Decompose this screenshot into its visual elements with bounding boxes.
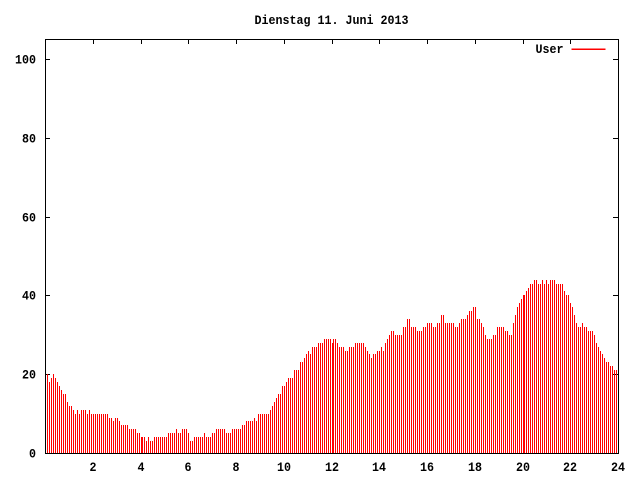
- svg-text:6: 6: [185, 460, 192, 475]
- svg-text:18: 18: [468, 460, 482, 475]
- svg-text:User: User: [536, 42, 564, 57]
- svg-text:10: 10: [277, 460, 291, 475]
- svg-text:0: 0: [29, 447, 36, 462]
- svg-text:8: 8: [233, 460, 240, 475]
- svg-text:4: 4: [138, 460, 145, 475]
- svg-text:24: 24: [611, 460, 625, 475]
- svg-text:60: 60: [22, 211, 36, 226]
- svg-text:20: 20: [22, 368, 36, 383]
- svg-text:2: 2: [90, 460, 97, 475]
- svg-text:80: 80: [22, 132, 36, 147]
- svg-text:Dienstag 11. Juni 2013: Dienstag 11. Juni 2013: [255, 13, 409, 28]
- svg-text:100: 100: [15, 53, 36, 68]
- svg-text:40: 40: [22, 289, 36, 304]
- svg-text:12: 12: [325, 460, 339, 475]
- svg-text:16: 16: [420, 460, 434, 475]
- svg-text:20: 20: [516, 460, 530, 475]
- svg-text:14: 14: [372, 460, 386, 475]
- svg-text:22: 22: [563, 460, 577, 475]
